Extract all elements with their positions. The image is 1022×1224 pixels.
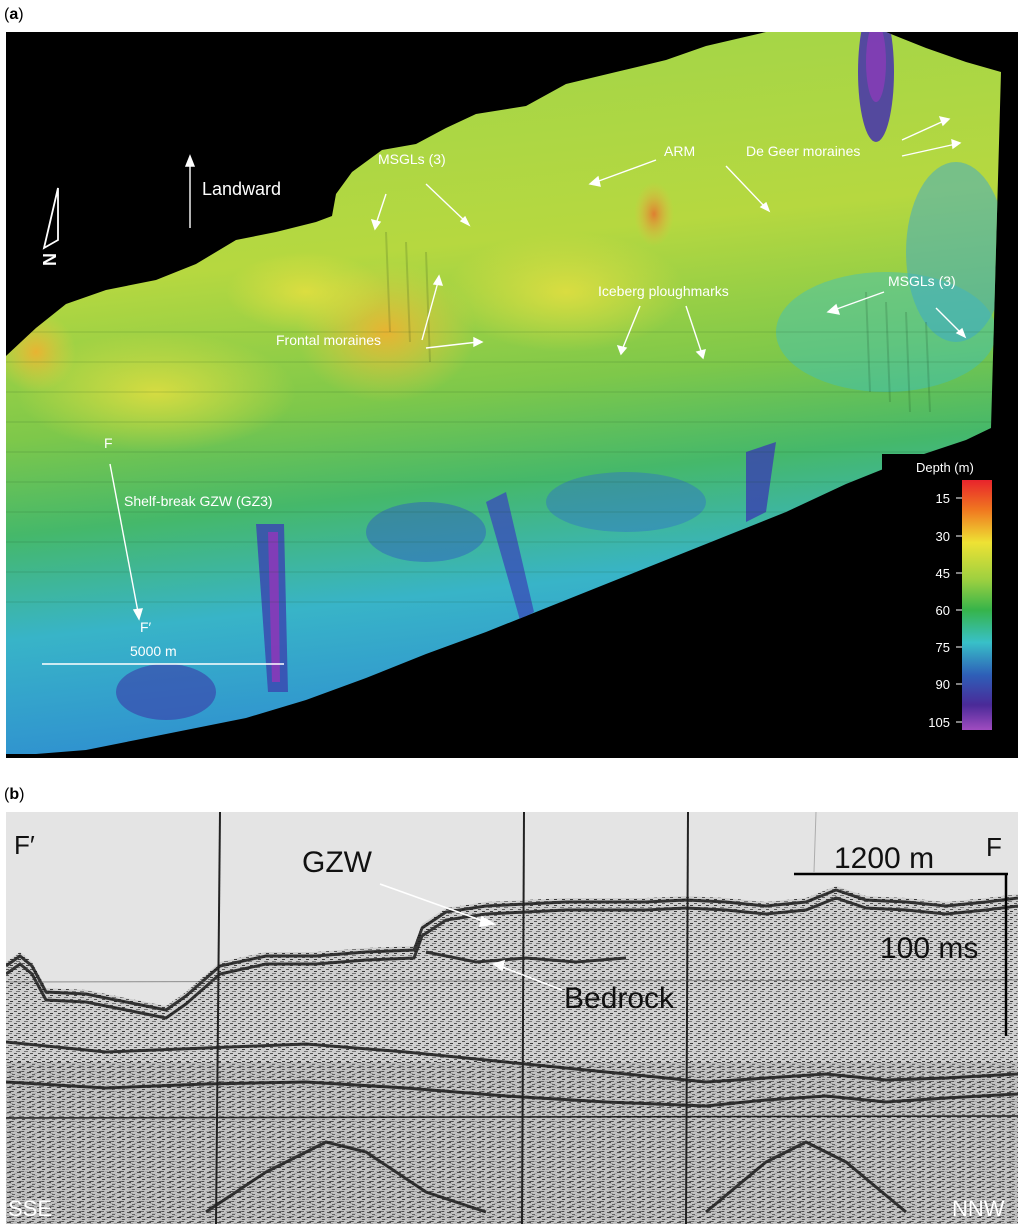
de-geer-moraines-label: De Geer moraines	[746, 143, 860, 159]
f-prime-label-b: F′	[14, 830, 35, 860]
north-label: N	[40, 253, 60, 266]
f-top-label: F	[104, 435, 113, 451]
legend-title: Depth (m)	[916, 460, 974, 475]
arm-label: ARM	[664, 143, 695, 159]
north-arrow-icon: N	[40, 187, 60, 266]
legend-tick: 15	[936, 491, 950, 506]
panel-b-letter: (b)	[4, 786, 25, 803]
annotation-arrows-b	[379, 883, 563, 991]
bathymetry-map: N Landward MSGLs (3) ARM De Geer moraine…	[6, 32, 1012, 758]
legend-tick: 75	[936, 640, 950, 655]
frontal-moraines-label: Frontal moraines	[276, 332, 381, 348]
map-surface	[6, 32, 1001, 754]
bedrock-label: Bedrock	[564, 982, 675, 1015]
msgls-right-label: MSGLs (3)	[888, 273, 956, 289]
iceberg-ploughmarks-label: Iceberg ploughmarks	[598, 283, 729, 299]
shelf-break-gzw-label: Shelf-break GZW (GZ3)	[124, 493, 273, 509]
f-label-b: F	[986, 832, 1002, 862]
annotation-arrows	[42, 116, 967, 665]
legend-tick: 45	[936, 566, 950, 581]
msgls-top-label: MSGLs (3)	[378, 151, 446, 167]
vertical-scale-label: 100 ms	[880, 932, 978, 965]
scale-bars	[794, 872, 1008, 1036]
scale-bar-label: 5000 m	[130, 643, 177, 659]
sse-label: SSE	[8, 1196, 52, 1221]
depth-legend: Depth (m) 15 30 45 60 75 90 105	[882, 454, 1012, 758]
f-prime-label: F′	[140, 619, 152, 635]
bathymetry-map-panel: N Landward MSGLs (3) ARM De Geer moraine…	[6, 32, 1018, 758]
seismic-profile: F′ F GZW Bedrock 1200 m 100 ms SSE NNW	[6, 812, 1018, 1224]
seismic-profile-panel: F′ F GZW Bedrock 1200 m 100 ms SSE NNW	[6, 812, 1018, 1224]
legend-tick: 60	[936, 603, 950, 618]
legend-colorbar	[962, 480, 992, 730]
nnw-label: NNW	[952, 1196, 1005, 1221]
gzw-label: GZW	[302, 846, 373, 879]
legend-tick: 105	[928, 715, 950, 730]
panel-a-letter: (a)	[4, 6, 24, 23]
legend-tick: 90	[936, 677, 950, 692]
legend-tick: 30	[936, 529, 950, 544]
landward-label: Landward	[202, 179, 281, 199]
grid-lines	[6, 812, 1018, 1224]
seismic-reflectors	[6, 886, 1018, 1224]
horizontal-scale-label: 1200 m	[834, 842, 934, 875]
